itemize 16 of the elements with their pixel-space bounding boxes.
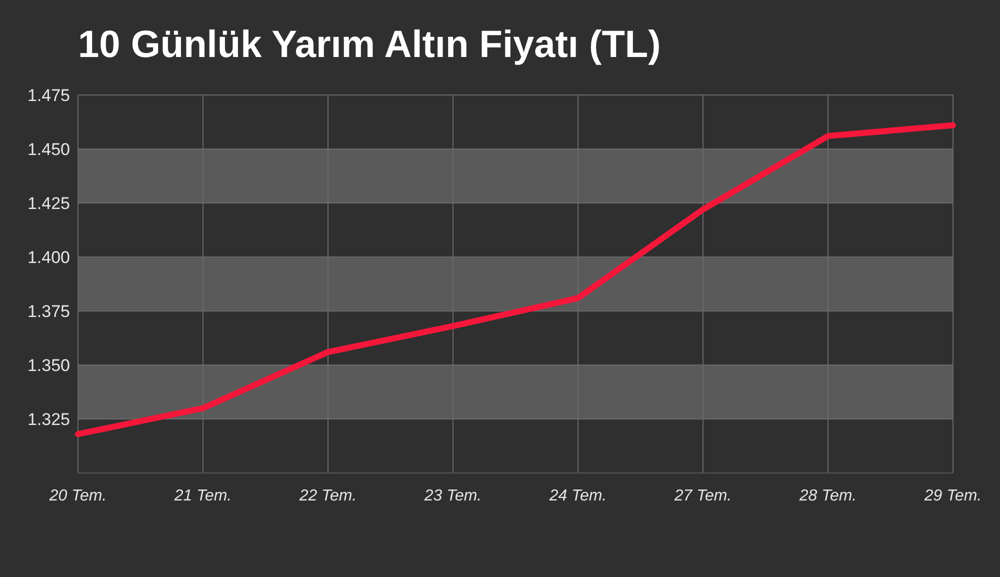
x-tick-label: 20 Tem. [48,487,107,504]
y-tick-label: 1.325 [27,410,70,430]
y-tick-label: 1.375 [27,302,70,322]
y-tick-label: 1.400 [27,248,70,268]
chart-title: 10 Günlük Yarım Altın Fiyatı (TL) [78,24,661,67]
y-tick-label: 1.475 [27,86,70,106]
x-tick-label: 28 Tem. [798,487,857,504]
y-tick-label: 1.425 [27,194,70,214]
y-tick-label: 1.450 [27,140,70,160]
x-tick-label: 23 Tem. [423,487,482,504]
y-tick-label: 1.350 [27,356,70,376]
x-tick-label: 22 Tem. [298,487,357,504]
x-tick-label: 29 Tem. [923,487,982,504]
x-tick-label: 21 Tem. [173,487,232,504]
x-tick-label: 24 Tem. [548,487,607,504]
x-tick-label: 27 Tem. [673,487,732,504]
